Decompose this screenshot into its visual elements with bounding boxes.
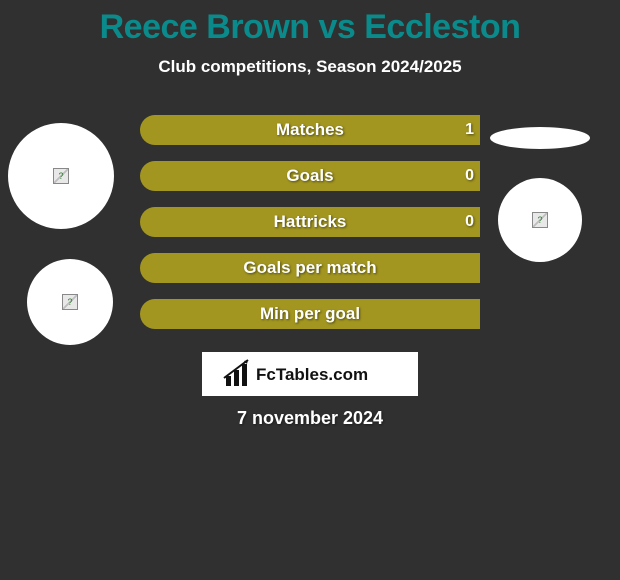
image-placeholder-icon: ? [53, 168, 69, 184]
date-line: 7 november 2024 [0, 408, 620, 429]
stat-label: Matches [140, 115, 480, 145]
chart-icon [224, 360, 248, 386]
fctables-logo: FcTables.com [202, 352, 418, 396]
fctables-logo-svg: FcTables.com [220, 358, 400, 390]
stat-label: Goals per match [140, 253, 480, 283]
bar-container: Goals 0 [140, 161, 480, 191]
page-subtitle: Club competitions, Season 2024/2025 [0, 57, 620, 77]
page-title: Reece Brown vs Eccleston [0, 0, 620, 47]
bar-container: Goals per match [140, 253, 480, 283]
player-circle-left-bottom: ? [27, 259, 113, 345]
right-ellipse [490, 127, 590, 149]
image-placeholder-icon: ? [62, 294, 78, 310]
stat-label: Hattricks [140, 207, 480, 237]
player-circle-left-top: ? [8, 123, 114, 229]
stat-value-left: 1 [465, 115, 474, 145]
stat-label: Min per goal [140, 299, 480, 329]
stat-value-left: 0 [465, 161, 474, 191]
bar-container: Matches 1 [140, 115, 480, 145]
player-circle-right: ? [498, 178, 582, 262]
bar-container: Min per goal [140, 299, 480, 329]
stat-label: Goals [140, 161, 480, 191]
logo-text: FcTables.com [256, 365, 368, 384]
image-placeholder-icon: ? [532, 212, 548, 228]
stat-value-left: 0 [465, 207, 474, 237]
bar-container: Hattricks 0 [140, 207, 480, 237]
